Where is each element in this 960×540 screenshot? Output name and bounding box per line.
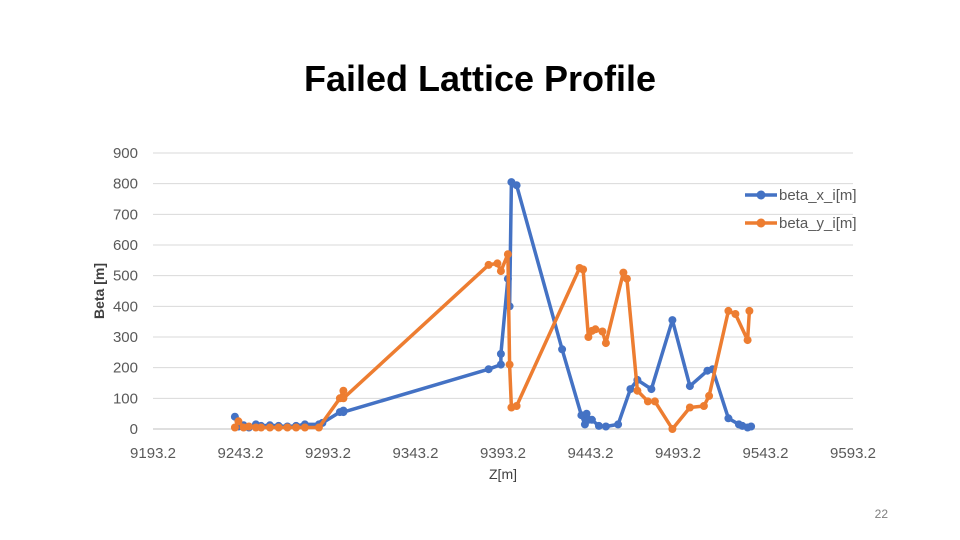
data-point <box>512 181 521 190</box>
data-point <box>274 423 283 432</box>
data-point <box>283 423 292 432</box>
data-point <box>743 336 752 345</box>
y-tick-label: 200 <box>113 360 138 377</box>
data-point <box>601 422 610 431</box>
y-tick-label: 100 <box>113 390 138 407</box>
data-point <box>668 425 677 433</box>
legend-marker <box>756 218 766 228</box>
data-point <box>601 339 610 348</box>
y-tick-label: 700 <box>113 206 138 223</box>
data-point <box>705 391 714 400</box>
data-point <box>598 327 607 336</box>
data-point <box>257 423 266 432</box>
data-point <box>633 386 642 395</box>
page-number: 22 <box>874 507 888 521</box>
y-tick-label: 600 <box>113 237 138 254</box>
legend-marker <box>756 190 766 200</box>
y-tick-label: 300 <box>113 329 138 346</box>
data-point <box>230 423 239 432</box>
y-axis-ticks: 0 100 200 300 400 500 600 700 800 900 <box>113 145 138 438</box>
data-point <box>300 423 309 432</box>
data-point <box>647 385 656 394</box>
x-tick-label: 9343.2 <box>393 445 439 462</box>
x-tick-label: 9243.2 <box>218 445 264 462</box>
data-point <box>587 415 596 424</box>
series-line-0 <box>233 180 753 430</box>
data-point <box>626 385 635 394</box>
data-point <box>668 316 677 325</box>
data-point <box>582 409 591 418</box>
data-point <box>724 414 733 423</box>
chart-title: Failed Lattice Profile <box>303 58 657 99</box>
data-point <box>496 349 505 358</box>
legend-label: beta_y_i[m] <box>779 215 857 232</box>
data-point <box>614 420 623 429</box>
x-tick-label: 9293.2 <box>305 445 351 462</box>
legend-item-0: beta_x_i[m] <box>745 187 857 204</box>
x-tick-label: 9543.2 <box>743 445 789 462</box>
data-point <box>496 267 505 276</box>
data-point <box>747 422 756 431</box>
series-0 <box>230 178 756 432</box>
data-point <box>619 268 628 277</box>
x-axis-ticks: 9193.2 9243.2 9293.2 9343.2 9393.2 9443.2 9493… <box>130 445 876 462</box>
data-point <box>234 417 243 426</box>
data-point <box>496 360 505 369</box>
x-axis-title: Z[m] <box>489 466 517 482</box>
data-point <box>314 423 323 432</box>
y-tick-label: 900 <box>113 145 138 162</box>
legend-item-1: beta_y_i[m] <box>745 215 857 232</box>
y-tick-label: 800 <box>113 176 138 193</box>
data-point <box>265 423 274 432</box>
data-point <box>685 382 694 391</box>
y-tick-label: 400 <box>113 298 138 315</box>
data-point <box>558 345 567 354</box>
data-point <box>685 403 694 412</box>
x-tick-label: 9593.2 <box>830 445 876 462</box>
series-layer <box>230 178 756 433</box>
data-point <box>503 250 512 259</box>
data-point <box>591 325 600 334</box>
data-point <box>594 421 603 430</box>
series-line-1 <box>233 252 752 431</box>
data-point <box>505 360 514 369</box>
data-point <box>512 402 521 410</box>
data-point <box>484 260 493 269</box>
y-axis-title: Beta [m] <box>91 263 107 319</box>
data-point <box>699 402 708 410</box>
y-tick-label: 500 <box>113 268 138 285</box>
x-tick-label: 9493.2 <box>655 445 701 462</box>
data-point <box>484 365 493 374</box>
data-point <box>493 259 502 268</box>
data-point <box>643 397 652 406</box>
data-point <box>244 422 253 431</box>
series-1 <box>230 250 754 433</box>
data-point <box>584 333 593 341</box>
data-point <box>745 306 754 315</box>
data-point <box>292 423 301 432</box>
data-point <box>731 310 740 318</box>
legend-label: beta_x_i[m] <box>779 187 857 204</box>
data-point <box>579 265 588 274</box>
data-point <box>339 386 348 395</box>
x-tick-label: 9443.2 <box>568 445 614 462</box>
data-point <box>724 306 733 315</box>
data-point <box>339 408 348 417</box>
y-tick-label: 0 <box>130 421 138 438</box>
x-tick-label: 9393.2 <box>480 445 526 462</box>
legend: beta_x_i[m] beta_y_i[m] <box>745 187 857 232</box>
data-point <box>650 397 659 406</box>
data-point <box>339 394 348 403</box>
data-point <box>622 274 631 283</box>
x-tick-label: 9193.2 <box>130 445 176 462</box>
